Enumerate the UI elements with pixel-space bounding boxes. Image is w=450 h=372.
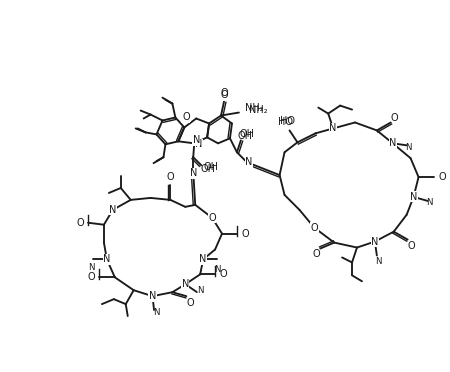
Text: N: N xyxy=(182,279,189,289)
Text: O: O xyxy=(220,90,228,100)
Text: N: N xyxy=(197,286,203,295)
Text: O: O xyxy=(166,172,174,182)
Text: O: O xyxy=(220,88,228,98)
Text: N: N xyxy=(193,135,200,145)
Text: NH₂: NH₂ xyxy=(245,103,264,113)
Text: N: N xyxy=(371,237,378,247)
Text: N: N xyxy=(426,198,433,207)
Text: OH: OH xyxy=(201,164,216,174)
Text: N: N xyxy=(389,138,396,148)
Text: O: O xyxy=(183,112,190,122)
Text: N: N xyxy=(195,139,202,149)
Text: HO: HO xyxy=(278,118,293,128)
Text: O: O xyxy=(182,112,189,122)
Text: NH₂: NH₂ xyxy=(249,105,267,115)
Text: N: N xyxy=(245,157,252,167)
Text: N: N xyxy=(153,308,160,317)
Text: OH: OH xyxy=(237,131,252,141)
Text: O: O xyxy=(408,241,415,251)
Text: N: N xyxy=(103,254,111,264)
Text: O: O xyxy=(312,250,320,260)
Text: O: O xyxy=(208,213,216,223)
Text: O: O xyxy=(391,112,399,122)
Text: O: O xyxy=(439,172,446,182)
Text: N: N xyxy=(405,143,412,152)
Text: O: O xyxy=(186,298,194,308)
Text: O: O xyxy=(87,272,95,282)
Text: N: N xyxy=(149,291,156,301)
Text: N: N xyxy=(109,205,117,215)
Text: N: N xyxy=(410,192,417,202)
Text: N: N xyxy=(199,254,207,264)
Text: N: N xyxy=(189,168,197,178)
Text: O: O xyxy=(241,229,249,239)
Text: N: N xyxy=(329,124,337,134)
Text: N: N xyxy=(214,265,220,274)
Text: O: O xyxy=(219,269,227,279)
Text: HO: HO xyxy=(280,116,295,126)
Text: O: O xyxy=(310,223,318,233)
Text: N: N xyxy=(88,263,94,272)
Text: N: N xyxy=(376,257,382,266)
Text: OH: OH xyxy=(203,162,219,172)
Text: O: O xyxy=(76,218,84,228)
Text: OH: OH xyxy=(239,129,254,140)
